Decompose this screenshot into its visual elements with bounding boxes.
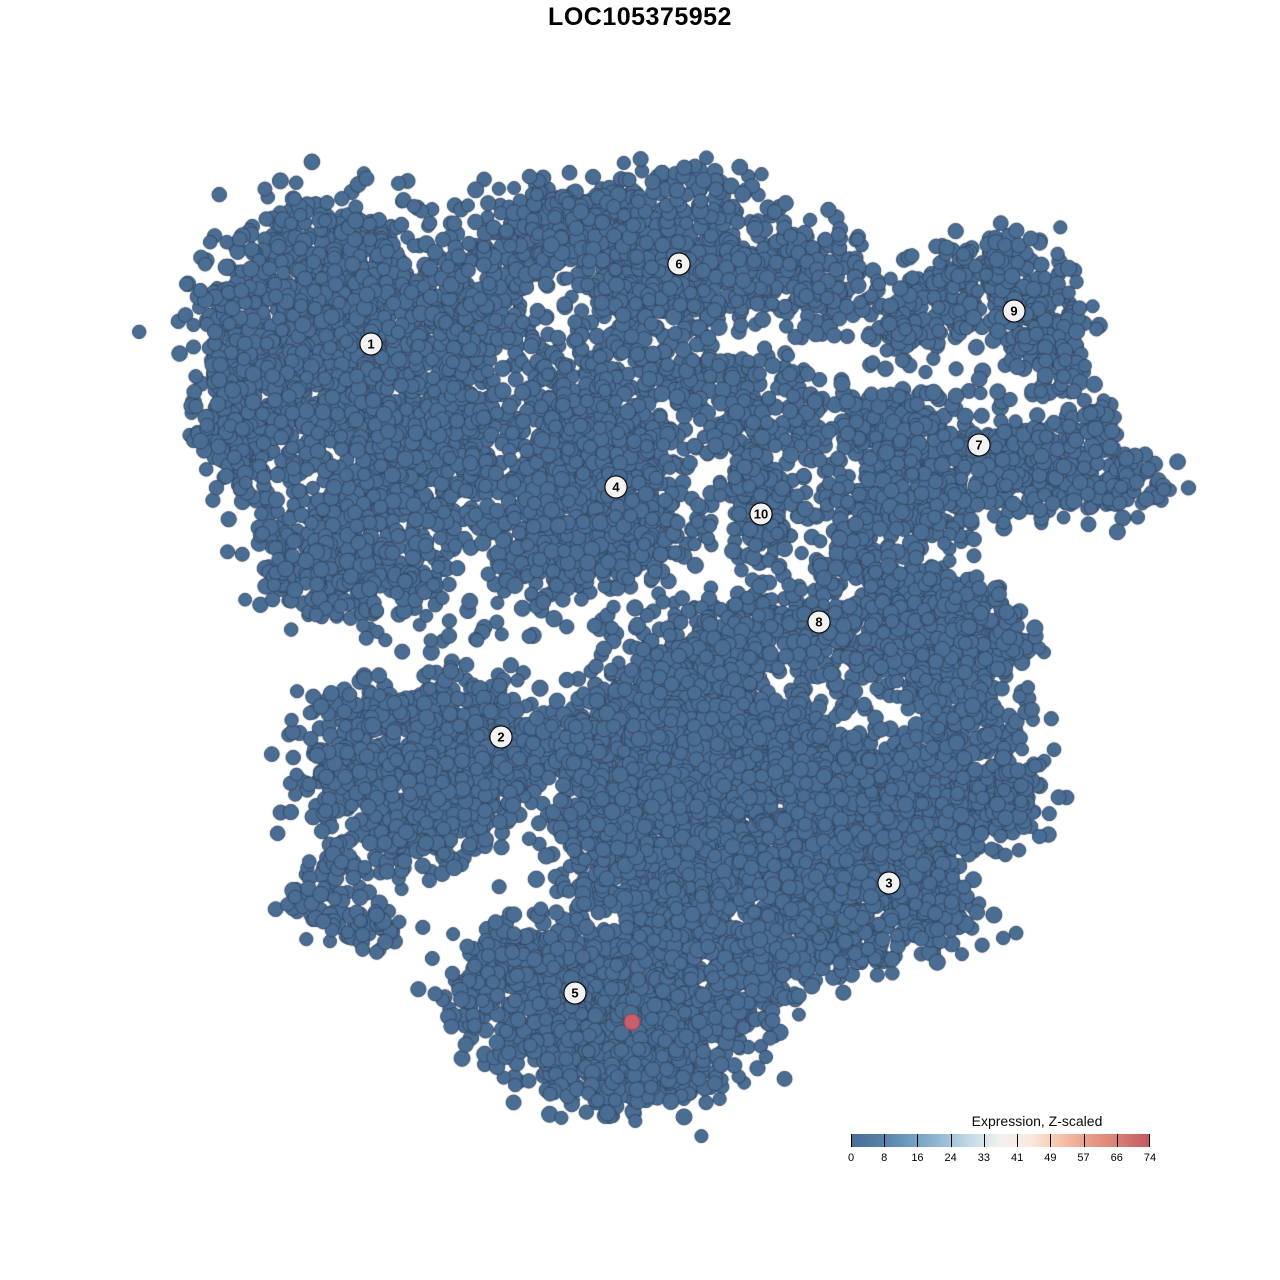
cluster-label-5: 5 <box>563 981 587 1005</box>
legend-tick-label: 8 <box>881 1152 888 1164</box>
cluster-label-2: 2 <box>489 725 513 749</box>
cluster-label-3: 3 <box>877 871 901 895</box>
legend-tick-label: 49 <box>1044 1152 1057 1164</box>
legend-tick-mark <box>1116 1134 1118 1147</box>
cluster-label-9: 9 <box>1002 299 1026 323</box>
legend-tick-mark <box>917 1134 919 1147</box>
legend-title: Expression, Z-scaled <box>971 1113 1103 1129</box>
legend-tick-mark <box>1050 1134 1052 1147</box>
legend-tick-mark <box>1149 1134 1150 1147</box>
legend-tick-label: 66 <box>1110 1152 1123 1164</box>
legend-tick-label: 33 <box>977 1152 990 1164</box>
legend-tick-mark <box>851 1134 852 1147</box>
cluster-label-1: 1 <box>359 332 383 356</box>
legend-tick-mark <box>983 1134 985 1147</box>
legend-tick-mark <box>884 1134 886 1147</box>
cluster-label-7: 7 <box>967 433 991 457</box>
legend-tick-mark <box>1083 1134 1085 1147</box>
legend-tick-label: 0 <box>847 1152 855 1164</box>
legend-tick-label: 57 <box>1077 1152 1090 1164</box>
cluster-label-10: 10 <box>749 502 773 526</box>
cluster-label-8: 8 <box>807 610 831 634</box>
cluster-label-4: 4 <box>604 475 628 499</box>
legend-tick-mark <box>1017 1134 1019 1147</box>
legend-tick-label: 41 <box>1010 1152 1024 1164</box>
cluster-label-6: 6 <box>667 252 691 276</box>
legend-tick-label: 16 <box>911 1152 924 1164</box>
legend-tick-mark <box>950 1134 952 1147</box>
legend-tick-label: 74 <box>1143 1152 1157 1164</box>
legend-colorbar <box>851 1134 1150 1147</box>
legend-tick-label: 24 <box>944 1152 957 1164</box>
